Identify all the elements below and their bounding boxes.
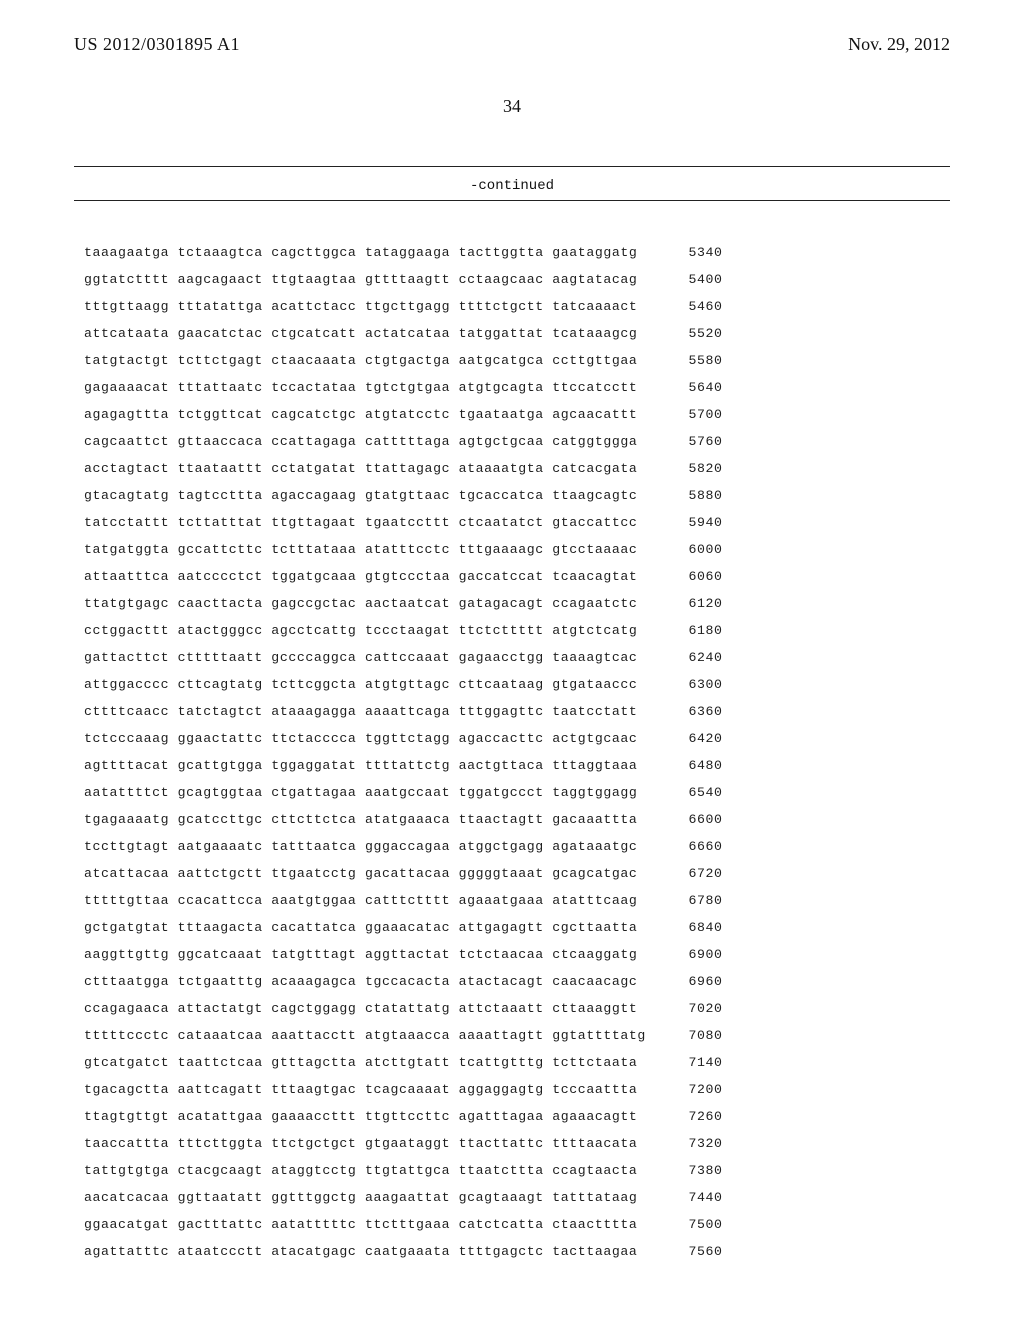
sequence-listing: taaagaatga tctaaagtca cagcttggca tatagga… <box>84 239 723 1265</box>
rule-top <box>74 166 950 167</box>
rule-bottom <box>74 200 950 201</box>
page-root: US 2012/0301895 A1 Nov. 29, 2012 34 -con… <box>0 0 1024 1320</box>
publication-number: US 2012/0301895 A1 <box>74 34 240 55</box>
page-number: 34 <box>0 96 1024 117</box>
continued-label: -continued <box>0 178 1024 194</box>
publication-date: Nov. 29, 2012 <box>848 34 950 55</box>
